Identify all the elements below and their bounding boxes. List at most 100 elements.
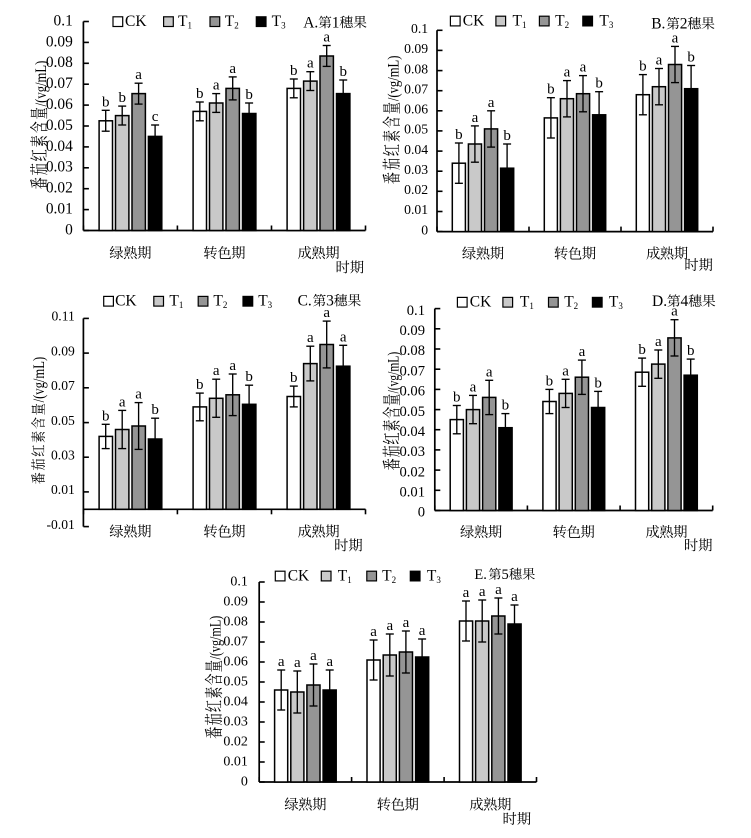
svg-text:0.06: 0.06 xyxy=(223,655,248,670)
svg-text:b: b xyxy=(102,408,110,424)
svg-text:CK: CK xyxy=(470,294,492,311)
svg-text:a: a xyxy=(495,582,502,598)
svg-text:CK: CK xyxy=(125,13,147,30)
svg-text:b: b xyxy=(547,82,555,98)
svg-text:0.01: 0.01 xyxy=(223,755,248,770)
svg-text:/(vg/mL): /(vg/mL) xyxy=(386,352,403,394)
svg-text:0.05: 0.05 xyxy=(223,675,248,690)
svg-text:0.09: 0.09 xyxy=(51,343,75,358)
svg-text:b: b xyxy=(290,63,298,79)
svg-text:0.03: 0.03 xyxy=(51,448,75,463)
svg-text:0.07: 0.07 xyxy=(399,363,425,379)
svg-text:a: a xyxy=(463,585,470,601)
svg-text:0.03: 0.03 xyxy=(223,715,248,730)
svg-text:a: a xyxy=(294,655,301,671)
svg-text:a: a xyxy=(119,394,126,410)
svg-text:a: a xyxy=(672,30,679,46)
svg-text:a: a xyxy=(671,304,678,320)
svg-text:b: b xyxy=(118,90,126,106)
svg-text:b: b xyxy=(595,76,603,92)
svg-text:/(vg/mL): /(vg/mL) xyxy=(385,55,403,101)
svg-text:a: a xyxy=(229,61,236,77)
svg-text:a: a xyxy=(213,78,220,94)
svg-text:E.: E. xyxy=(474,567,486,583)
svg-text:-0.01: -0.01 xyxy=(46,517,74,532)
svg-text:0.01: 0.01 xyxy=(404,202,428,217)
svg-text:a: a xyxy=(656,53,663,69)
svg-text:B.: B. xyxy=(651,16,665,33)
svg-text:5: 5 xyxy=(501,567,508,583)
svg-text:0.11: 0.11 xyxy=(52,309,75,324)
svg-text:a: a xyxy=(486,364,493,380)
svg-text:0: 0 xyxy=(418,505,425,521)
svg-text:0.01: 0.01 xyxy=(399,485,425,501)
svg-text:a: a xyxy=(472,110,479,126)
svg-text:CK: CK xyxy=(288,567,310,584)
svg-text:CK: CK xyxy=(463,12,485,29)
svg-text:0: 0 xyxy=(241,775,248,790)
svg-text:a: a xyxy=(326,654,333,670)
svg-text:a: a xyxy=(323,30,330,46)
svg-text:b: b xyxy=(151,402,159,418)
svg-text:0.06: 0.06 xyxy=(46,96,73,113)
svg-text:0.04: 0.04 xyxy=(223,695,248,710)
svg-text:0.06: 0.06 xyxy=(404,102,428,117)
svg-text:a: a xyxy=(403,615,410,631)
svg-text:b: b xyxy=(687,50,695,66)
svg-text:a: a xyxy=(135,67,142,83)
svg-text:0.04: 0.04 xyxy=(399,424,425,440)
svg-text:0.08: 0.08 xyxy=(223,615,248,630)
svg-text:b: b xyxy=(594,375,602,391)
svg-text:0: 0 xyxy=(65,221,73,238)
svg-text:b: b xyxy=(546,373,554,389)
svg-text:a: a xyxy=(278,654,285,670)
svg-text:0.09: 0.09 xyxy=(223,595,248,610)
svg-text:c: c xyxy=(152,109,159,125)
svg-text:0.07: 0.07 xyxy=(404,81,428,96)
svg-text:C.: C. xyxy=(298,293,312,310)
svg-text:2: 2 xyxy=(680,16,688,33)
svg-text:0: 0 xyxy=(421,222,428,237)
svg-text:a: a xyxy=(511,589,518,605)
svg-text:0.01: 0.01 xyxy=(51,482,75,497)
svg-text:0.06: 0.06 xyxy=(399,384,425,400)
svg-text:0.08: 0.08 xyxy=(404,61,428,76)
svg-text:0.09: 0.09 xyxy=(404,41,428,56)
svg-text:0.1: 0.1 xyxy=(54,12,73,29)
svg-text:a: a xyxy=(479,584,486,600)
svg-text:4: 4 xyxy=(681,293,689,310)
svg-text:0.03: 0.03 xyxy=(404,162,428,177)
svg-text:0.01: 0.01 xyxy=(46,201,73,218)
svg-text:a: a xyxy=(340,329,347,345)
svg-text:/(vg/mL): /(vg/mL) xyxy=(33,61,51,107)
svg-text:b: b xyxy=(290,370,298,386)
svg-text:0.02: 0.02 xyxy=(399,464,425,480)
svg-text:1: 1 xyxy=(332,14,340,31)
svg-text:a: a xyxy=(580,60,587,76)
svg-text:b: b xyxy=(453,390,461,406)
svg-text:0.05: 0.05 xyxy=(404,122,428,137)
svg-text:0.02: 0.02 xyxy=(223,735,248,750)
svg-text:0.07: 0.07 xyxy=(223,635,248,650)
svg-text:0.03: 0.03 xyxy=(399,444,425,460)
svg-text:b: b xyxy=(339,64,347,80)
svg-text:0.07: 0.07 xyxy=(46,75,73,92)
svg-text:/(vg/mL): /(vg/mL) xyxy=(30,357,48,403)
svg-text:b: b xyxy=(102,94,110,110)
svg-text:b: b xyxy=(245,87,253,103)
svg-text:a: a xyxy=(135,387,142,403)
svg-text:b: b xyxy=(502,398,510,414)
svg-text:b: b xyxy=(455,127,463,143)
svg-text:0.08: 0.08 xyxy=(399,343,425,359)
svg-text:0.03: 0.03 xyxy=(46,159,73,176)
svg-text:a: a xyxy=(655,334,662,350)
svg-text:b: b xyxy=(245,369,253,385)
svg-text:D.: D. xyxy=(652,293,667,310)
svg-text:a: a xyxy=(419,623,426,639)
svg-text:a: a xyxy=(386,618,393,634)
svg-text:a: a xyxy=(488,95,495,111)
svg-text:b: b xyxy=(503,128,511,144)
svg-text:0.1: 0.1 xyxy=(407,303,425,319)
svg-text:a: a xyxy=(470,379,477,395)
svg-text:b: b xyxy=(639,59,647,75)
